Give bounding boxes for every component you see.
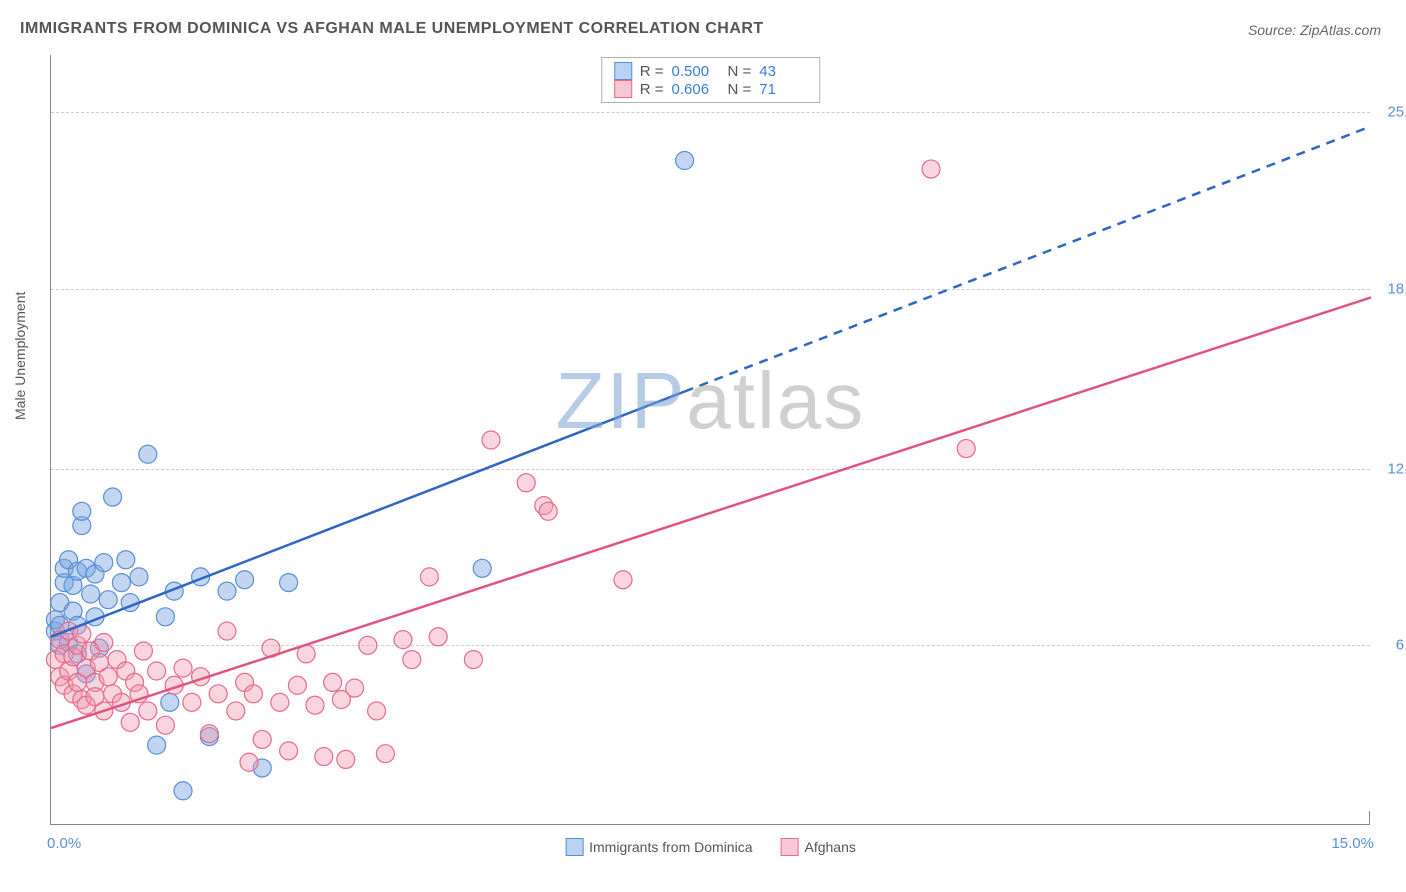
n-value-afghans: 71 [759,81,807,98]
data-point-dominica [473,559,491,577]
data-point-dominica [99,591,117,609]
data-point-afghans [957,440,975,458]
chart-container: IMMIGRANTS FROM DOMINICA VS AFGHAN MALE … [0,0,1406,892]
data-point-afghans [359,636,377,654]
swatch-afghans-icon [781,838,799,856]
chart-svg [51,55,1370,824]
data-point-afghans [614,571,632,589]
trend-line-afghans [51,297,1371,728]
data-point-afghans [403,651,421,669]
n-label: N = [728,63,752,80]
x-tick-max: 15.0% [1331,835,1374,852]
data-point-dominica [161,693,179,711]
data-point-dominica [218,582,236,600]
data-point-afghans [324,673,342,691]
swatch-dominica-icon [565,838,583,856]
data-point-afghans [517,474,535,492]
swatch-afghans-icon [614,80,632,98]
data-point-afghans [174,659,192,677]
r-label: R = [640,63,664,80]
data-point-afghans [139,702,157,720]
data-point-afghans [376,745,394,763]
y-tick-label: 18.8% [1375,280,1406,297]
data-point-afghans [288,676,306,694]
data-point-afghans [209,685,227,703]
r-value-dominica: 0.500 [672,63,720,80]
data-point-afghans [253,730,271,748]
data-point-dominica [112,574,130,592]
legend-item-dominica: Immigrants from Dominica [565,838,752,856]
data-point-afghans [346,679,364,697]
y-axis-label: Male Unemployment [12,292,28,420]
data-point-afghans [539,502,557,520]
r-value-afghans: 0.606 [672,81,720,98]
data-point-afghans [99,668,117,686]
data-point-afghans [134,642,152,660]
data-point-afghans [315,748,333,766]
n-value-dominica: 43 [759,63,807,80]
legend-label-afghans: Afghans [805,839,856,855]
data-point-afghans [240,753,258,771]
data-point-dominica [95,554,113,572]
data-point-dominica [156,608,174,626]
data-point-afghans [420,568,438,586]
data-point-dominica [280,574,298,592]
legend-correlation-box: R = 0.500 N = 43 R = 0.606 N = 71 [601,57,821,103]
legend-bottom: Immigrants from Dominica Afghans [565,838,856,856]
data-point-afghans [227,702,245,720]
legend-row-dominica: R = 0.500 N = 43 [614,62,808,80]
data-point-afghans [148,662,166,680]
data-point-afghans [306,696,324,714]
legend-label-dominica: Immigrants from Dominica [589,839,752,855]
swatch-dominica-icon [614,62,632,80]
y-tick-label: 12.5% [1375,460,1406,477]
trend-line-dominica [51,392,685,637]
data-point-dominica [139,445,157,463]
data-point-afghans [121,713,139,731]
data-point-dominica [117,551,135,569]
data-point-afghans [280,742,298,760]
data-point-afghans [337,750,355,768]
legend-item-afghans: Afghans [781,838,856,856]
data-point-afghans [183,693,201,711]
data-point-afghans [464,651,482,669]
data-point-dominica [236,571,254,589]
y-tick-label: 6.3% [1375,637,1406,654]
y-tick-label: 25.0% [1375,104,1406,121]
data-point-dominica [676,152,694,170]
x-tick-min: 0.0% [47,835,81,852]
data-point-afghans [368,702,386,720]
data-point-afghans [922,160,940,178]
data-point-afghans [200,725,218,743]
n-label: N = [728,81,752,98]
r-label: R = [640,81,664,98]
plot-area: R = 0.500 N = 43 R = 0.606 N = 71 6.3%12… [50,55,1370,825]
trend-line-dashed-dominica [685,126,1371,391]
data-point-afghans [218,622,236,640]
data-point-dominica [73,502,91,520]
data-point-dominica [148,736,166,754]
data-point-dominica [104,488,122,506]
chart-title: IMMIGRANTS FROM DOMINICA VS AFGHAN MALE … [20,20,764,38]
data-point-dominica [174,782,192,800]
data-point-afghans [244,685,262,703]
source-label: Source: ZipAtlas.com [1248,22,1381,38]
data-point-afghans [95,633,113,651]
data-point-dominica [130,568,148,586]
data-point-afghans [271,693,289,711]
data-point-afghans [482,431,500,449]
legend-row-afghans: R = 0.606 N = 71 [614,80,808,98]
data-point-dominica [82,585,100,603]
data-point-afghans [156,716,174,734]
data-point-afghans [429,628,447,646]
data-point-afghans [394,631,412,649]
